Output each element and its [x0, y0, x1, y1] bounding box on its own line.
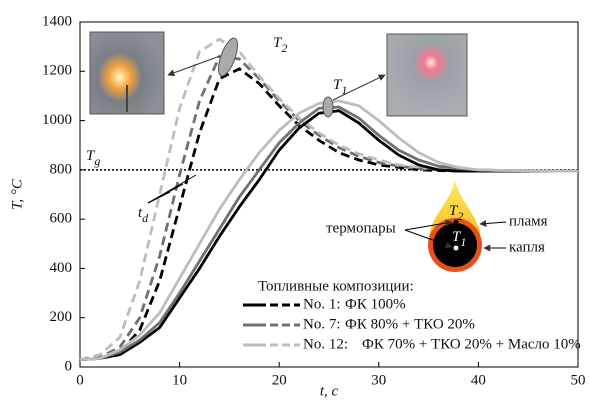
legend-label: ФК 70% + ТКО 20% + Масло 10%	[362, 336, 581, 352]
t2-arrow	[168, 56, 220, 75]
legend-label: No. 7:	[303, 316, 341, 332]
chart: термопарыпламякапля 02004006008001000120…	[0, 0, 589, 403]
x-tick-label: 20	[272, 372, 287, 388]
y-tick-label: 800	[50, 161, 73, 177]
y-axis-label: T, °C	[9, 178, 25, 210]
x-tick-label: 10	[172, 372, 187, 388]
y-tick-label: 200	[50, 309, 73, 325]
y-tick-label: 1400	[42, 13, 72, 29]
x-tick-label: 30	[371, 372, 386, 388]
x-tick-label: 0	[76, 372, 84, 388]
y-tick-label: 0	[65, 358, 73, 374]
legend-label: ФК 80% + ТКО 20%	[345, 316, 475, 332]
x-tick-label: 50	[571, 372, 586, 388]
y-tick-label: 1200	[42, 63, 72, 79]
inset-label: капля	[509, 239, 545, 255]
td-label: td	[138, 205, 149, 224]
y-tick-label: 1000	[42, 112, 72, 128]
photo-flame	[387, 34, 467, 116]
inset-label: пламя	[509, 213, 548, 229]
tg-label: Tg	[86, 148, 100, 167]
inset: термопары пламя капля	[326, 180, 548, 272]
t2-label: T2	[273, 35, 287, 54]
legend-title: Топливные композиции:	[258, 278, 414, 294]
x-axis-label: t, c	[320, 383, 339, 399]
x-tick-label: 40	[471, 372, 486, 388]
legend-label: No. 12:	[303, 336, 348, 352]
legend-label: No. 1:	[303, 296, 341, 312]
t1-marker	[323, 97, 333, 117]
y-tick-label: 400	[50, 260, 73, 276]
y-tick-label: 600	[50, 211, 73, 227]
inset-label: термопары	[326, 220, 396, 236]
legend-label: ФК 100%	[345, 296, 406, 312]
